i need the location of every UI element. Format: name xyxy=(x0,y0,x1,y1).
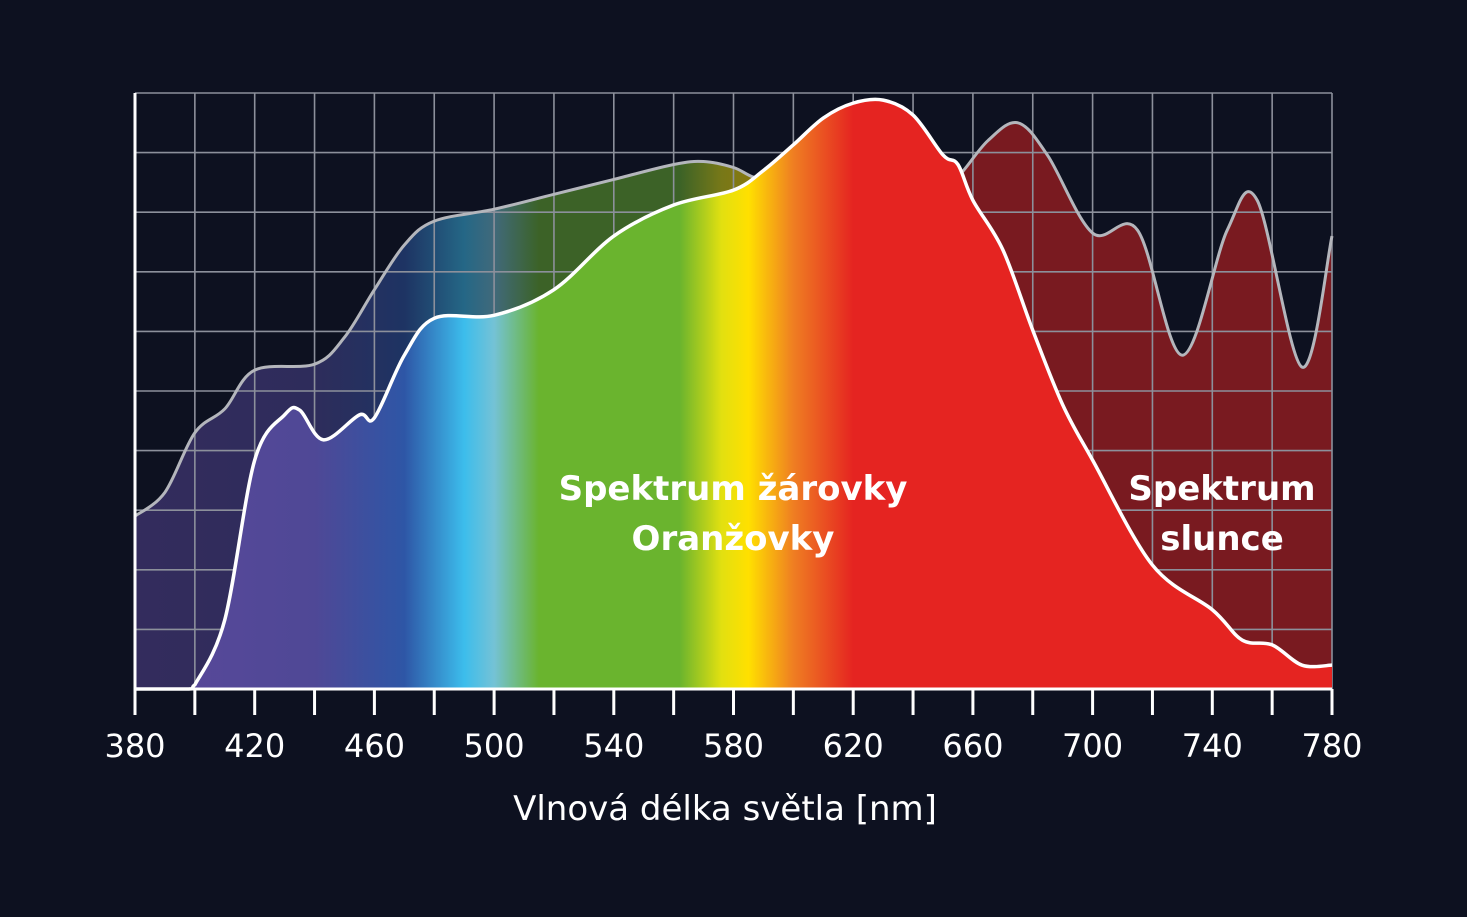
x-tick-label: 460 xyxy=(344,727,405,765)
x-tick-label: 620 xyxy=(823,727,884,765)
x-tick-label: 780 xyxy=(1301,727,1362,765)
x-tick-label: 420 xyxy=(224,727,285,765)
x-tick-label: 660 xyxy=(942,727,1003,765)
x-tick-label: 540 xyxy=(583,727,644,765)
sun-label-line-1: Spektrum xyxy=(1128,469,1315,509)
x-tick-label: 740 xyxy=(1182,727,1243,765)
bulb-label-line-1: Spektrum žárovky xyxy=(559,469,908,509)
x-tick-label: 580 xyxy=(703,727,764,765)
sun-label-line-2: slunce xyxy=(1160,519,1284,559)
x-axis-title: Vlnová délka světla [nm] xyxy=(513,789,937,829)
x-tick-label: 700 xyxy=(1062,727,1123,765)
bulb-label-line-2: Oranžovky xyxy=(632,519,835,559)
bulb-spectrum-line xyxy=(135,97,1333,691)
x-tick-label: 380 xyxy=(104,727,165,765)
axes: 380 420 460 500 540 580 620 660 700 740 780 xyxy=(104,93,1363,765)
bulb-spectrum-area xyxy=(135,99,1332,690)
x-tick-label: 500 xyxy=(464,727,525,765)
